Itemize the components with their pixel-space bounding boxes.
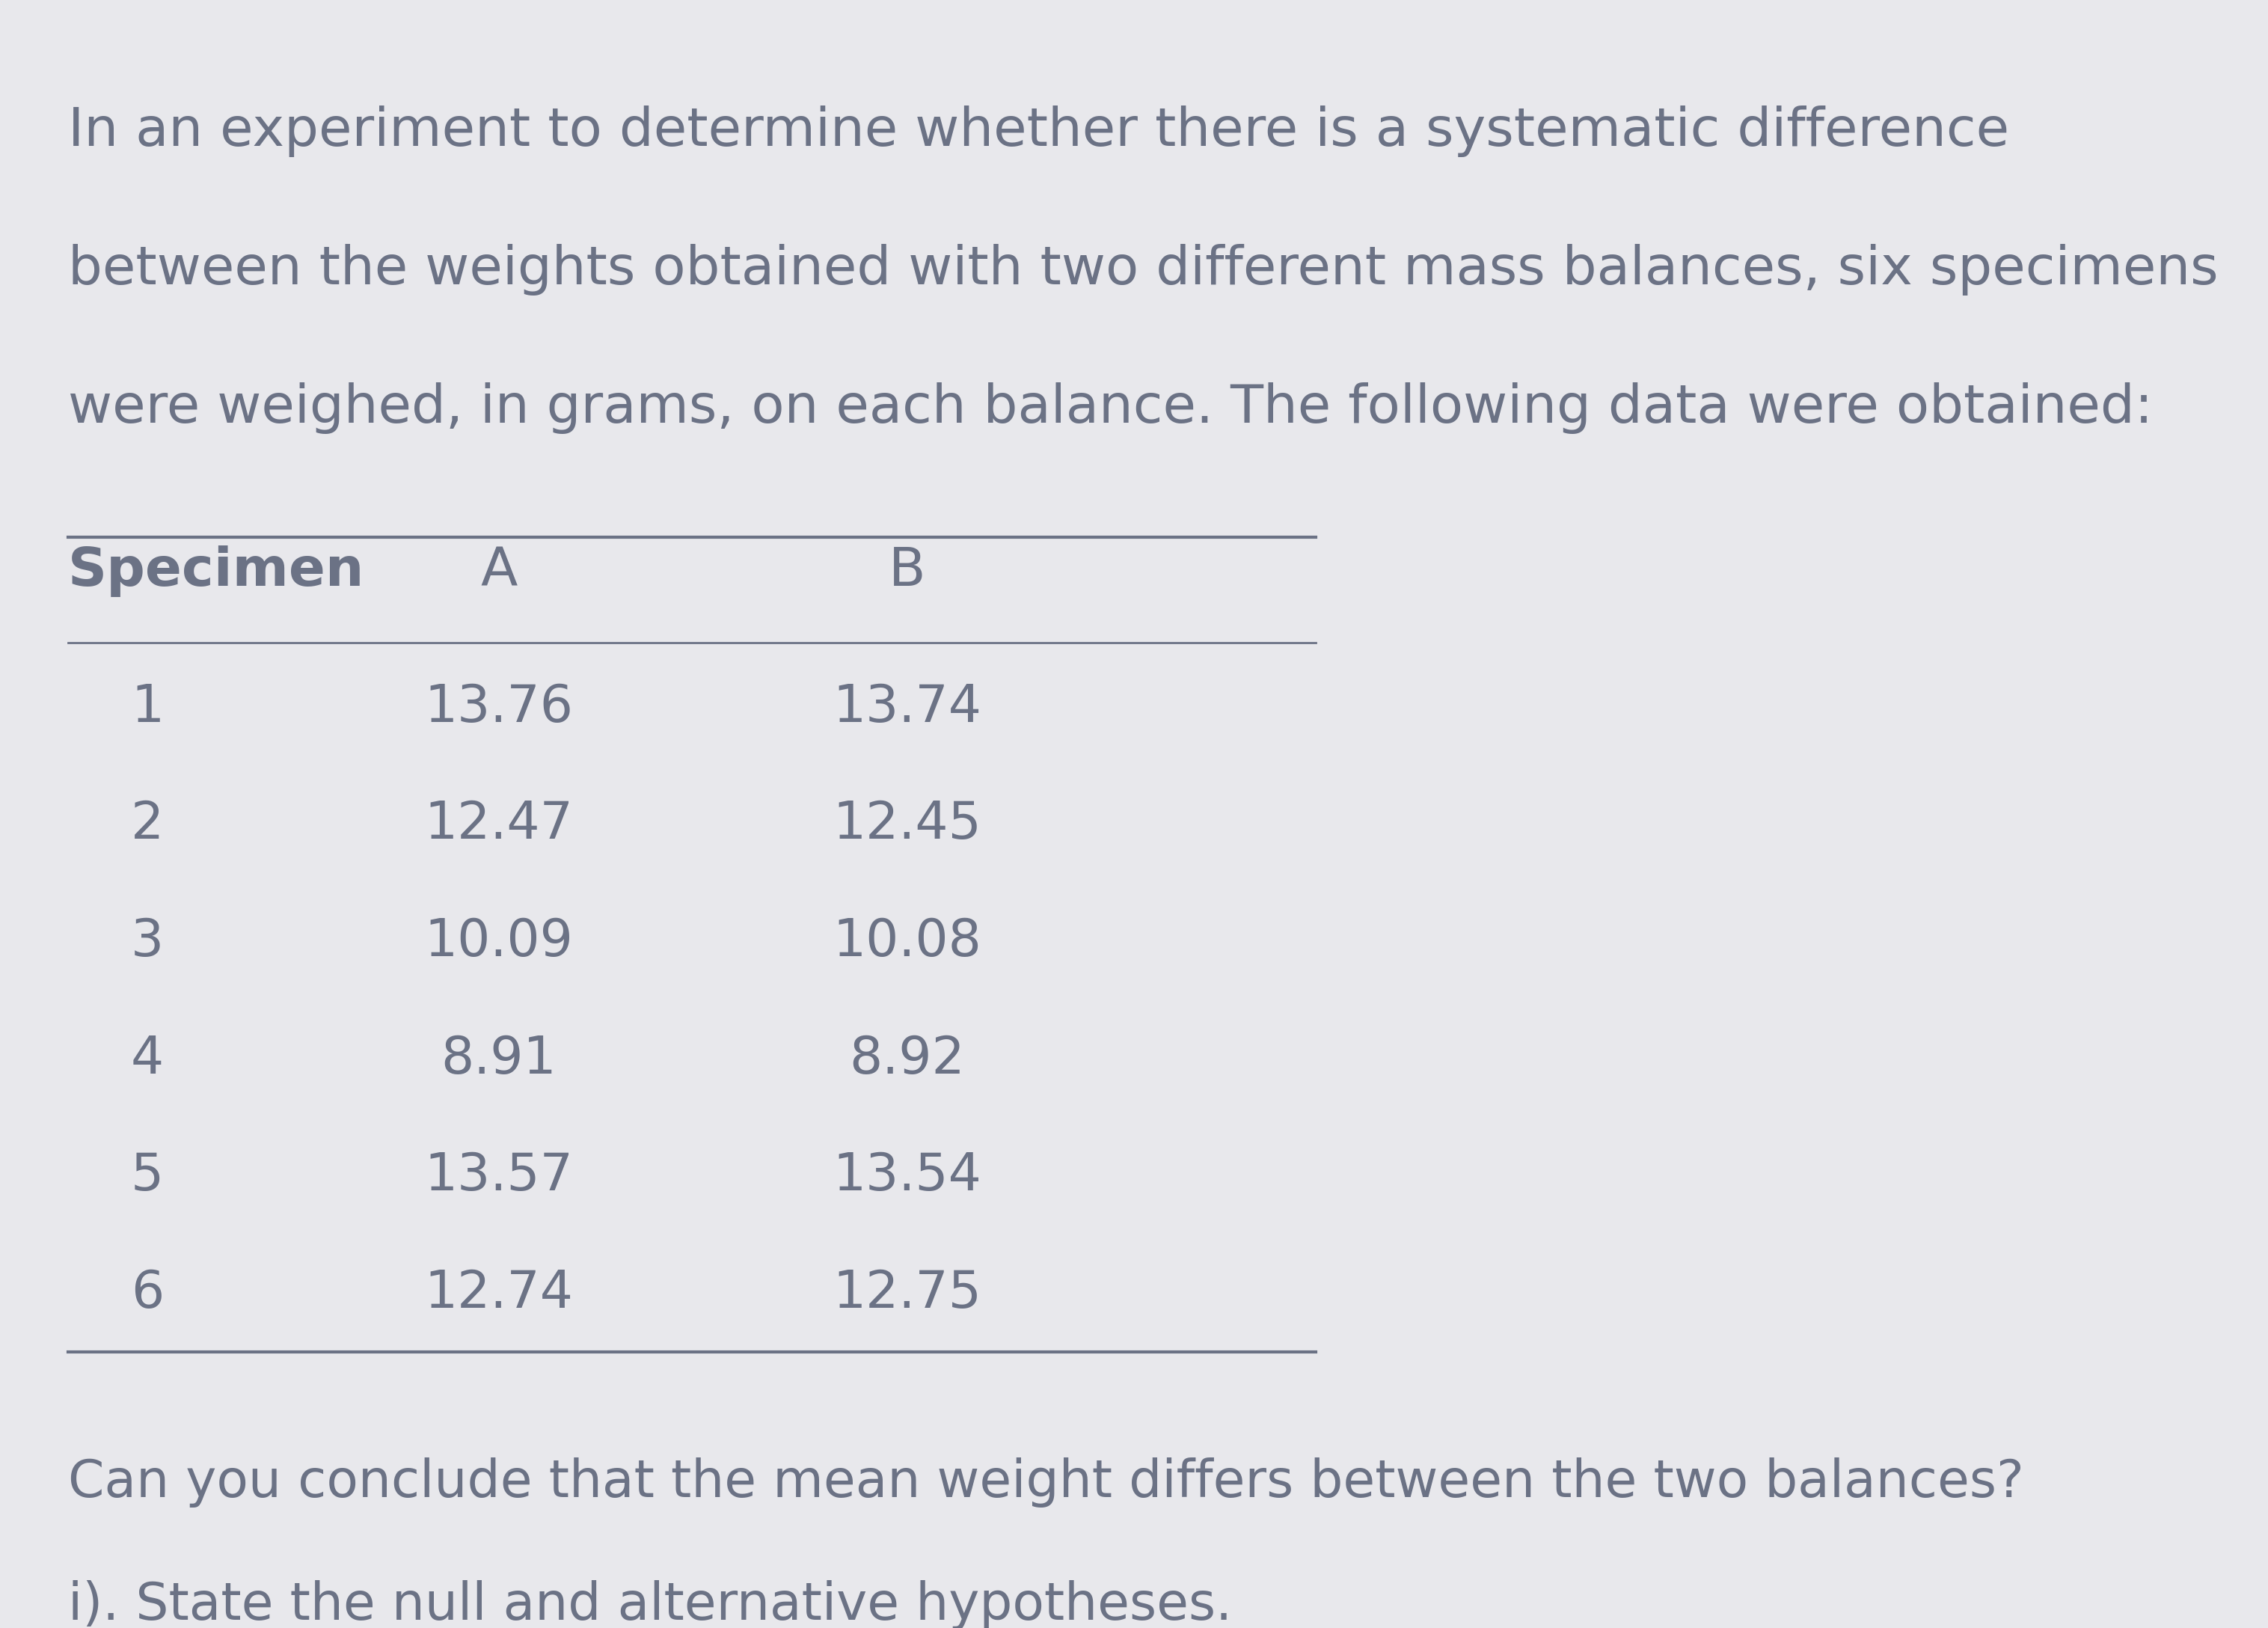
Text: 2: 2 [132,799,163,850]
Text: 8.91: 8.91 [442,1034,556,1084]
Text: between the weights obtained with two different mass balances, six specimens: between the weights obtained with two di… [68,244,2218,296]
Text: 8.92: 8.92 [848,1034,966,1084]
Text: A: A [481,545,517,597]
Text: 13.54: 13.54 [832,1151,982,1201]
Text: 12.74: 12.74 [424,1268,574,1319]
Text: 10.09: 10.09 [424,917,574,967]
Text: 13.74: 13.74 [832,682,982,733]
Text: Can you conclude that the mean weight differs between the two balances?: Can you conclude that the mean weight di… [68,1457,2023,1508]
Text: Specimen: Specimen [68,545,365,597]
Text: 1: 1 [132,682,163,733]
Text: 3: 3 [132,917,163,967]
Text: i). State the null and alternative hypotheses.: i). State the null and alternative hypot… [68,1579,1232,1628]
Text: 4: 4 [132,1034,163,1084]
Text: 13.57: 13.57 [424,1151,574,1201]
Text: 12.47: 12.47 [424,799,574,850]
Text: 10.08: 10.08 [832,917,982,967]
Text: 6: 6 [132,1268,163,1319]
Text: 12.75: 12.75 [832,1268,982,1319]
Text: 13.76: 13.76 [424,682,574,733]
Text: 12.45: 12.45 [832,799,982,850]
Text: B: B [889,545,925,597]
Text: were weighed, in grams, on each balance. The following data were obtained:: were weighed, in grams, on each balance.… [68,383,2152,435]
Text: In an experiment to determine whether there is a systematic difference: In an experiment to determine whether th… [68,106,2009,158]
Text: 5: 5 [132,1151,163,1201]
